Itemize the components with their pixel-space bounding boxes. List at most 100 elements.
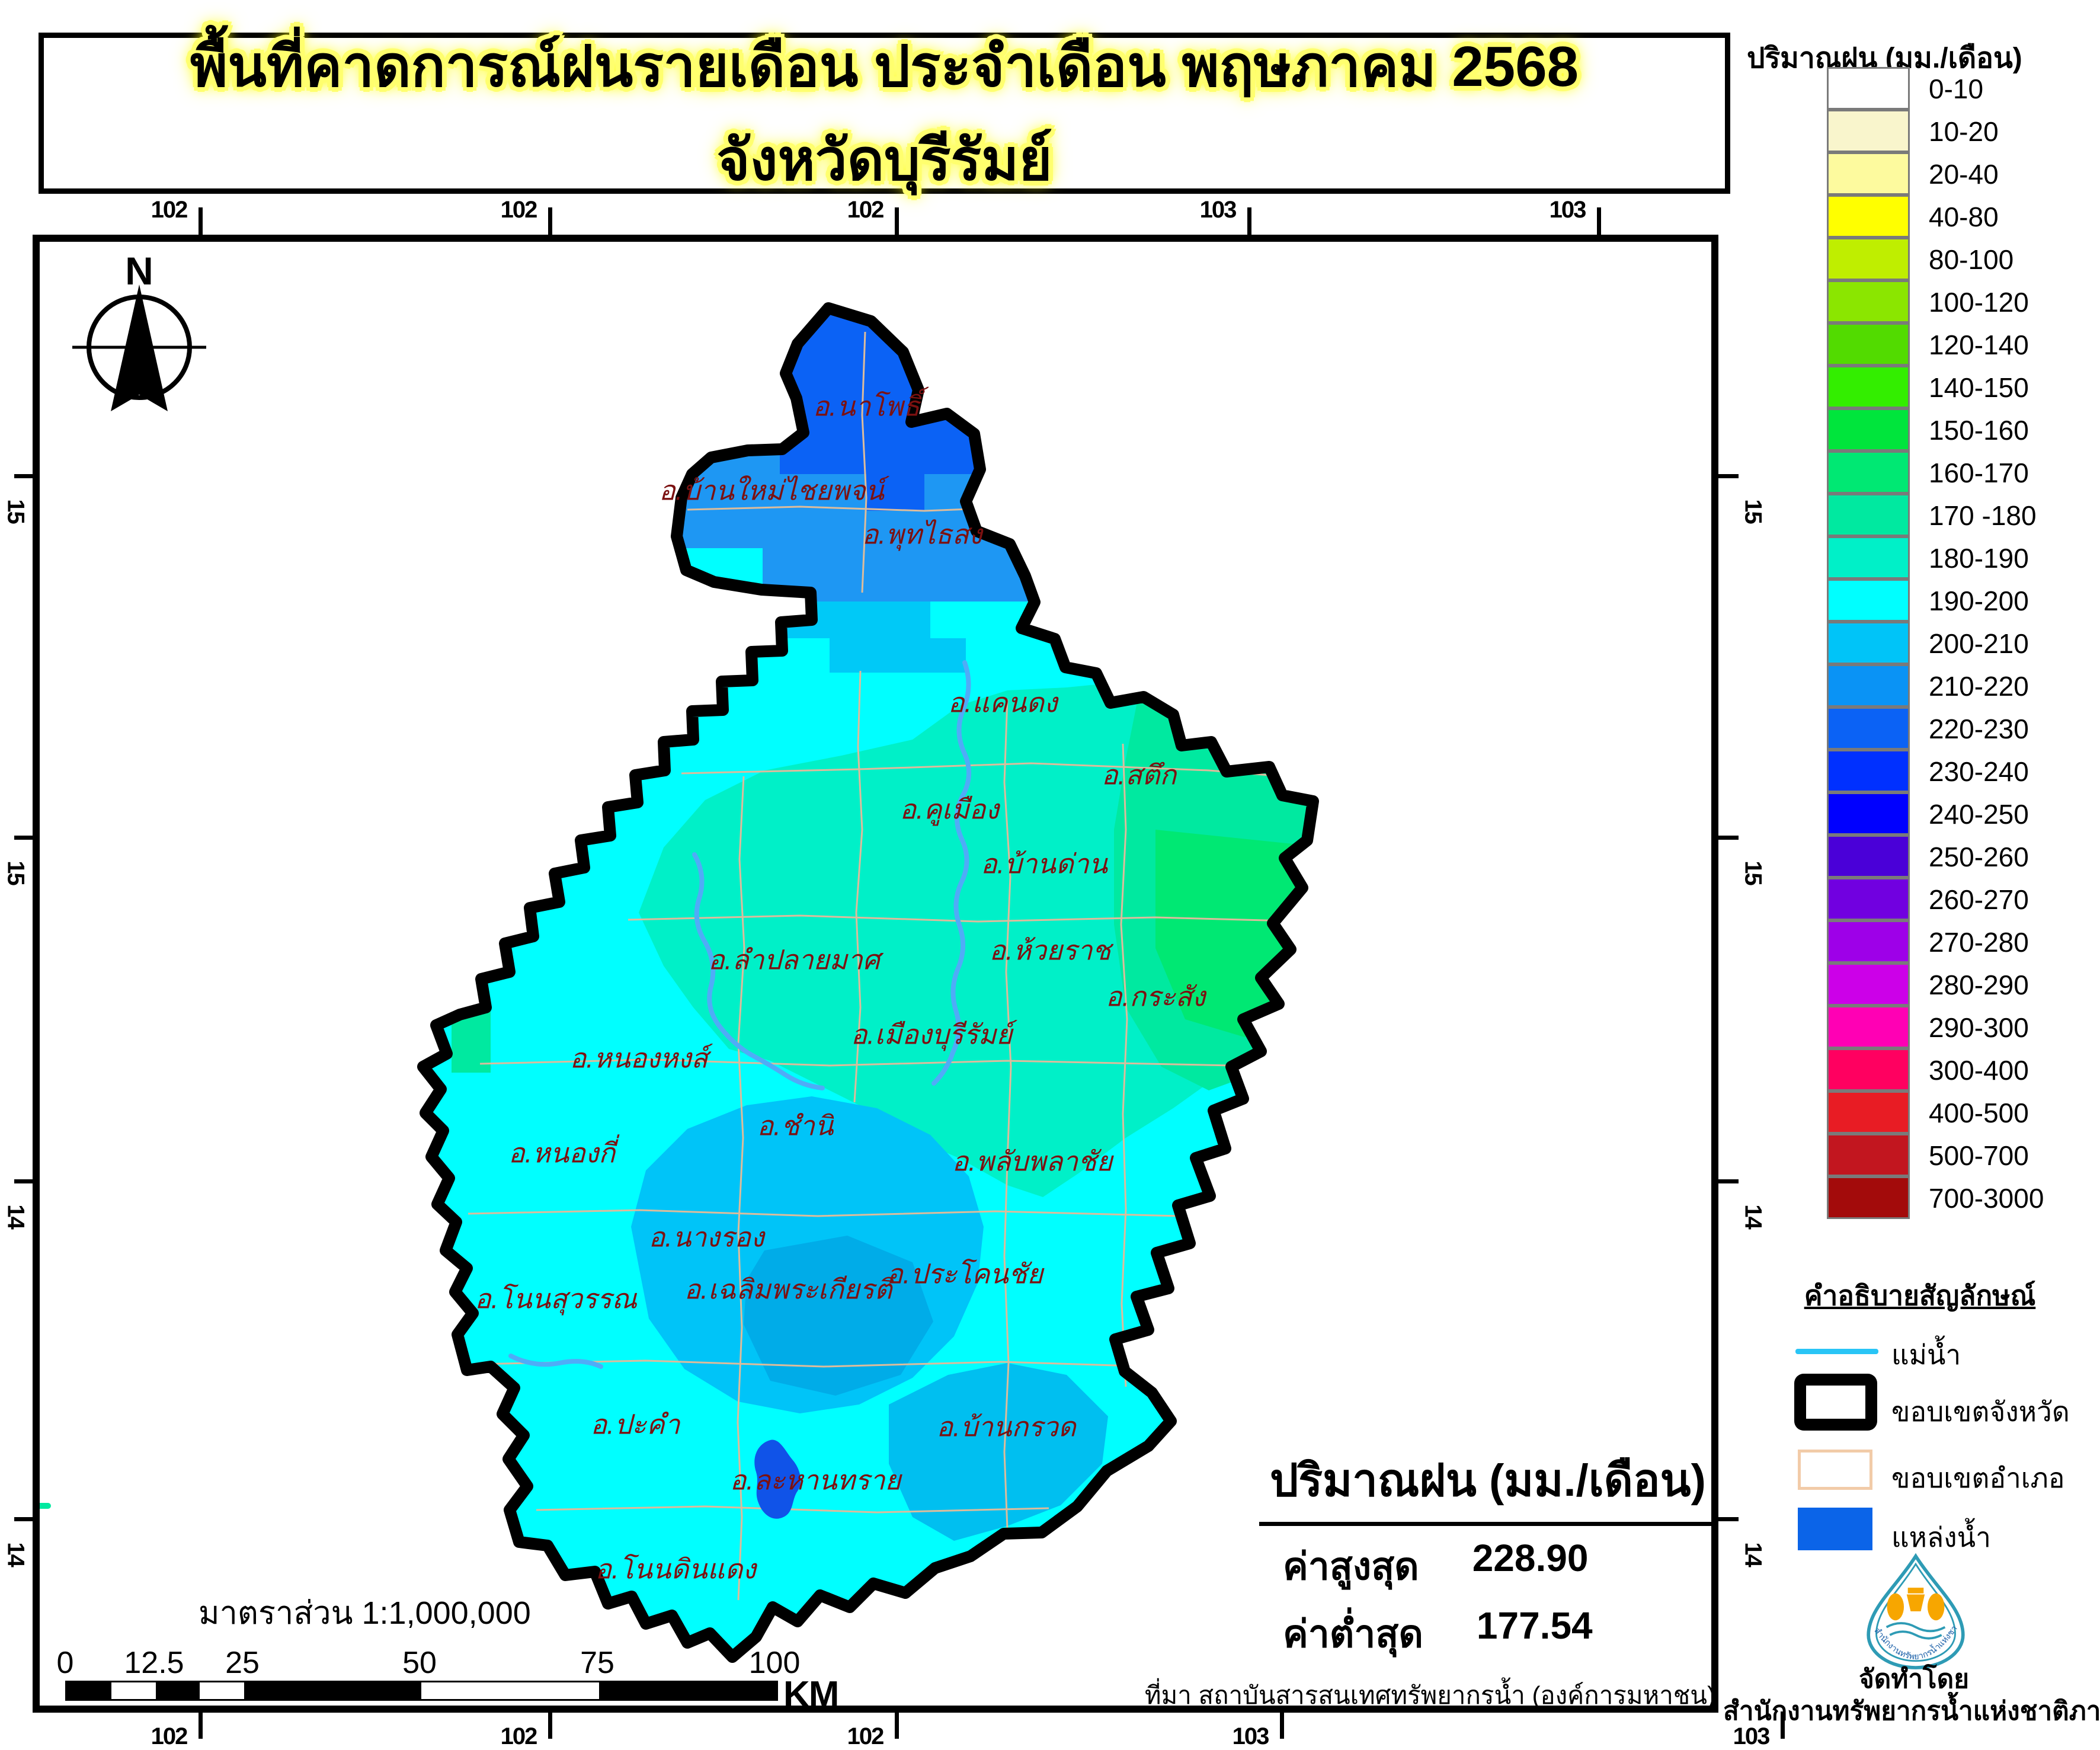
legend-swatch <box>1827 450 1910 494</box>
district-label: อ.ประโคนชัย <box>886 1258 1043 1290</box>
axis-tick-left <box>14 474 34 478</box>
axis-label-bottom: 103 <box>1733 1723 1771 1749</box>
river-lines <box>508 660 972 1369</box>
axis-label-top: 102 <box>151 197 188 223</box>
legend-range-label: 120-140 <box>1929 329 2029 360</box>
district-boundary-symbol <box>1798 1450 1872 1490</box>
legend-swatch <box>1827 365 1910 408</box>
province-boundary-symbol <box>1794 1374 1877 1431</box>
scale-tick-label: 100 <box>748 1646 801 1680</box>
legend-swatch <box>1827 1176 1910 1219</box>
legend-swatch <box>1827 280 1910 323</box>
legend-entry: 20-40 <box>1827 152 2044 196</box>
legend-range-label: 170 -180 <box>1929 500 2037 531</box>
legend-range-label: 270-280 <box>1929 927 2029 958</box>
legend-swatch <box>1827 877 1910 920</box>
legend-swatch <box>1827 578 1910 622</box>
district-label: อ.นางรอง <box>648 1221 764 1253</box>
axis-tick-right <box>1718 474 1739 478</box>
axis-label-top: 103 <box>1549 197 1587 223</box>
district-label: อ.หนองกี่ <box>508 1137 616 1169</box>
legend-entry: 290-300 <box>1827 1005 2044 1049</box>
district-label: อ.ลำปลายมาศ <box>708 944 880 975</box>
legend-swatch <box>1827 109 1910 152</box>
legend-swatch <box>1827 664 1910 707</box>
legend-entry: 10-20 <box>1827 109 2044 153</box>
legend-range-label: 500-700 <box>1929 1140 2029 1171</box>
district-label: อ.เมืองบุรีรัมย์ <box>850 1019 1013 1050</box>
district-label: อ.พุทไธสง <box>862 519 982 550</box>
min-value: 177.54 <box>1476 1604 1593 1647</box>
legend-range-label: 10-20 <box>1929 116 1999 147</box>
axis-tick-bottom <box>199 1711 203 1739</box>
axis-label-left: 15 <box>2 860 29 885</box>
legend-entry: 700-3000 <box>1827 1176 2044 1220</box>
legend-swatch <box>1827 237 1910 280</box>
stats-min-row: ค่าต่ำสุด 177.54 <box>1283 1604 1721 1664</box>
water-source-label: แหล่งน้ำ <box>1891 1522 1991 1553</box>
province-boundary-label: ขอบเขตจังหวัด <box>1891 1396 2070 1427</box>
axis-label-left: 15 <box>2 499 29 523</box>
axis-tick-right <box>1718 1179 1739 1183</box>
legend-entry: 170 -180 <box>1827 493 2044 537</box>
source-attribution: ที่มา สถาบันสารสนเทศทรัพยากรน้ำ (องค์การ… <box>1144 1681 1715 1709</box>
axis-tick-right <box>1718 836 1739 840</box>
water-source-symbol <box>1798 1508 1872 1550</box>
axis-tick-right <box>1718 1517 1739 1521</box>
legend-swatch <box>1827 1048 1910 1091</box>
scale-unit-label: KM <box>783 1674 839 1715</box>
axis-label-top: 103 <box>1199 197 1237 223</box>
logo-waves <box>1885 1622 1946 1640</box>
legend-range-label: 160-170 <box>1929 458 2029 488</box>
logo-emblem <box>1887 1588 1945 1621</box>
scale-bar-segment <box>111 1682 156 1699</box>
axis-tick-left <box>14 836 34 840</box>
legend-entry: 250-260 <box>1827 834 2044 878</box>
legend-swatch <box>1827 536 1910 579</box>
legend-range-label: 250-260 <box>1929 842 2029 872</box>
legend-swatch <box>1827 749 1910 792</box>
district-boundaries <box>468 331 1313 1601</box>
scale-bar-segment <box>67 1682 111 1699</box>
legend-range-label: 180-190 <box>1929 543 2029 574</box>
zone-200-210-strip <box>830 638 966 673</box>
district-label: อ.สตึก <box>1101 759 1177 791</box>
district-label: อ.หนองหงส์ <box>569 1042 708 1074</box>
legend-swatch <box>1827 152 1910 195</box>
max-value: 228.90 <box>1472 1537 1589 1579</box>
legend-range-label: 240-250 <box>1929 799 2029 830</box>
scale-bar-segment <box>156 1682 200 1699</box>
map-title-line1: พื้นที่คาดการณ์ฝนรายเดือน ประจำเดือน พฤษ… <box>190 35 1579 98</box>
legend-swatch <box>1827 792 1910 835</box>
zone-200-210-deep <box>744 1236 933 1396</box>
axis-label-bottom: 102 <box>500 1723 538 1749</box>
river-symbol <box>1795 1349 1878 1354</box>
legend-entry: 150-160 <box>1827 408 2044 452</box>
scale-bar-segment <box>200 1682 244 1699</box>
axis-label-left: 14 <box>2 1542 29 1566</box>
legend-entry: 240-250 <box>1827 792 2044 836</box>
legend-entry: 160-170 <box>1827 450 2044 494</box>
max-label: ค่าสูงสุด <box>1283 1545 1419 1588</box>
province-outline <box>417 302 1319 1663</box>
legend-entry: 40-80 <box>1827 194 2044 238</box>
legend-entry: 270-280 <box>1827 920 2044 964</box>
scale-bar-segment <box>421 1682 599 1699</box>
legend-range-label: 400-500 <box>1929 1098 2029 1128</box>
legend-swatch <box>1827 920 1910 963</box>
legend-entry: 260-270 <box>1827 877 2044 921</box>
axis-label-left: 14 <box>2 1204 29 1228</box>
axis-tick-left <box>14 1179 34 1183</box>
legend-swatch <box>1827 834 1910 878</box>
legend-entry: 280-290 <box>1827 962 2044 1006</box>
axis-label-bottom: 103 <box>1232 1723 1270 1749</box>
legend-entry: 140-150 <box>1827 365 2044 409</box>
axis-label-right: 15 <box>1740 860 1766 885</box>
symbol-legend-title: คำอธิบายสัญลักษณ์ <box>1804 1280 2036 1311</box>
axis-label-top: 102 <box>500 197 538 223</box>
legend-entry: 200-210 <box>1827 621 2044 665</box>
district-label: อ.พลับพลาชัย <box>952 1146 1113 1177</box>
legend-entry: 80-100 <box>1827 237 2044 281</box>
